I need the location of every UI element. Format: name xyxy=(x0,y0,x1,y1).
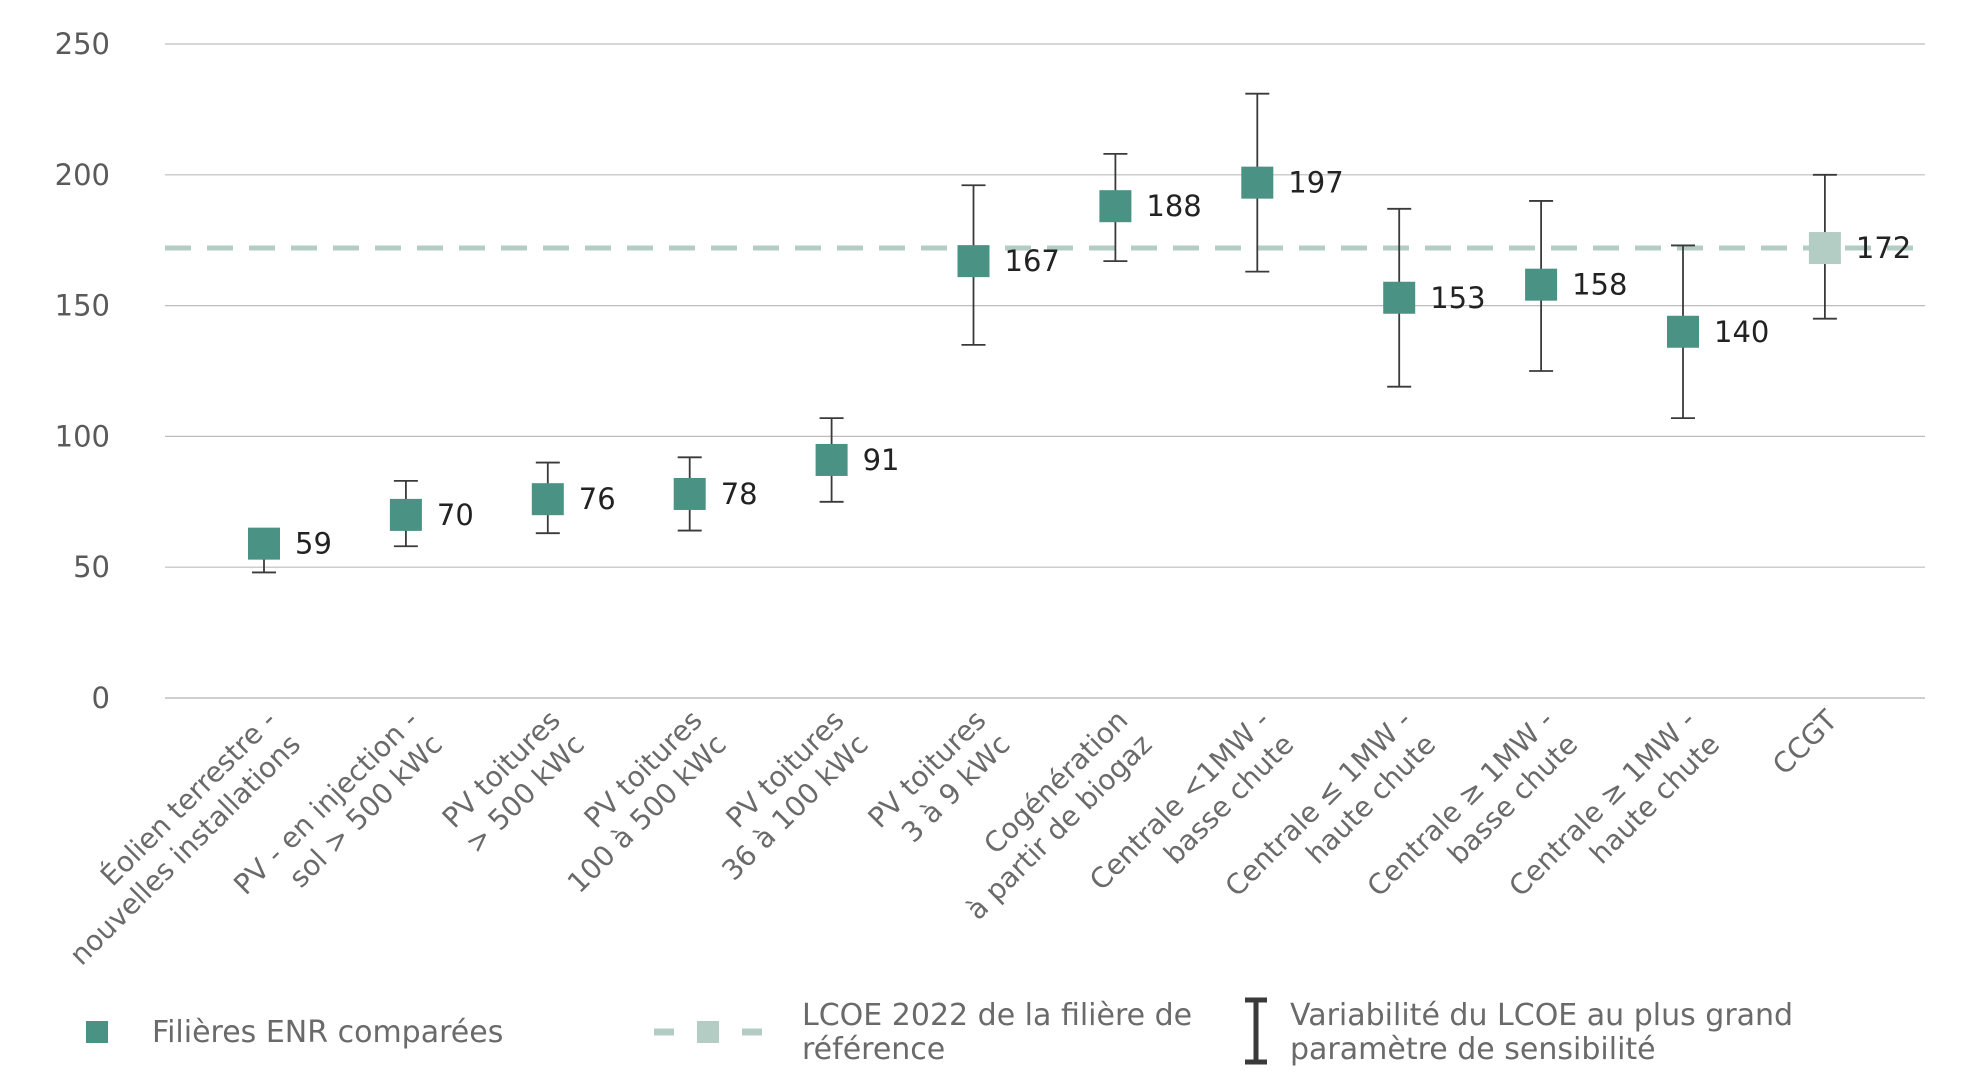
y-tick-label-0: 0 xyxy=(92,681,110,715)
legend-reference-line2: référence xyxy=(802,1032,945,1067)
marker-7 xyxy=(1241,166,1274,199)
x-axis-categories: Éolien terrestre -nouvelles installation… xyxy=(63,703,1844,972)
data-label-8: 153 xyxy=(1430,281,1485,315)
y-tick-label-150: 150 xyxy=(55,289,110,323)
marker-2 xyxy=(531,483,564,516)
marker-1 xyxy=(389,498,422,531)
y-tick-label-50: 50 xyxy=(73,550,110,584)
category-label-2: PV toitures> 500 kWc xyxy=(435,704,591,860)
legend-renewables-label: Filières ENR comparées xyxy=(152,1015,503,1050)
legend-reference-line1: LCOE 2022 de la filière de xyxy=(802,998,1192,1033)
marker-10 xyxy=(1667,315,1699,348)
y-tick-label-100: 100 xyxy=(55,419,110,453)
category-label-4: PV toitures36 à 100 kWc xyxy=(691,704,874,887)
data-label-5: 167 xyxy=(1005,244,1060,278)
marker-5 xyxy=(957,245,990,278)
data-label-3: 78 xyxy=(721,477,758,511)
legend-variability-label: Variabilité du LCOE au plus grand paramè… xyxy=(1290,998,1803,1067)
data-label-9: 158 xyxy=(1572,268,1627,302)
legend-variability-line1: Variabilité du LCOE au plus grand xyxy=(1290,998,1793,1033)
data-label-7: 197 xyxy=(1288,166,1343,200)
legend-variability-icon xyxy=(1245,997,1267,1065)
marker-8 xyxy=(1383,281,1416,314)
legend-reference-label: LCOE 2022 de la filière de référence xyxy=(802,998,1202,1067)
legend-variability-line2: paramètre de sensibilité xyxy=(1290,1032,1656,1067)
y-axis-ticks: 0 50 100 150 200 250 xyxy=(55,27,110,715)
marker-0 xyxy=(248,527,280,560)
legend-renewables-swatch xyxy=(86,1021,108,1043)
y-tick-label-250: 250 xyxy=(55,27,110,61)
data-label-2: 76 xyxy=(579,482,616,516)
marker-3 xyxy=(673,477,706,510)
legend-reference-swatch xyxy=(654,1021,762,1043)
data-labels: 59 70 76 78 91 167 188 197 153 158 140 172 xyxy=(295,166,1911,561)
data-label-1: 70 xyxy=(437,498,474,532)
legend: Filières ENR comparées LCOE 2022 de la f… xyxy=(86,997,1803,1067)
category-label-11-line-0: CCGT xyxy=(1766,703,1844,781)
category-label-11: CCGT xyxy=(1766,703,1844,781)
marker-9 xyxy=(1525,268,1558,301)
data-label-0: 59 xyxy=(295,527,332,561)
marker-6 xyxy=(1099,190,1132,223)
error-bars xyxy=(252,92,1837,574)
data-markers xyxy=(248,166,1841,560)
data-label-11: 172 xyxy=(1856,231,1911,265)
data-label-10: 140 xyxy=(1714,315,1769,349)
marker-4 xyxy=(815,443,848,476)
y-tick-label-200: 200 xyxy=(55,158,110,192)
data-label-6: 188 xyxy=(1146,189,1201,223)
marker-11 xyxy=(1808,232,1841,265)
data-label-4: 91 xyxy=(863,443,900,477)
grid-lines xyxy=(165,43,1925,699)
